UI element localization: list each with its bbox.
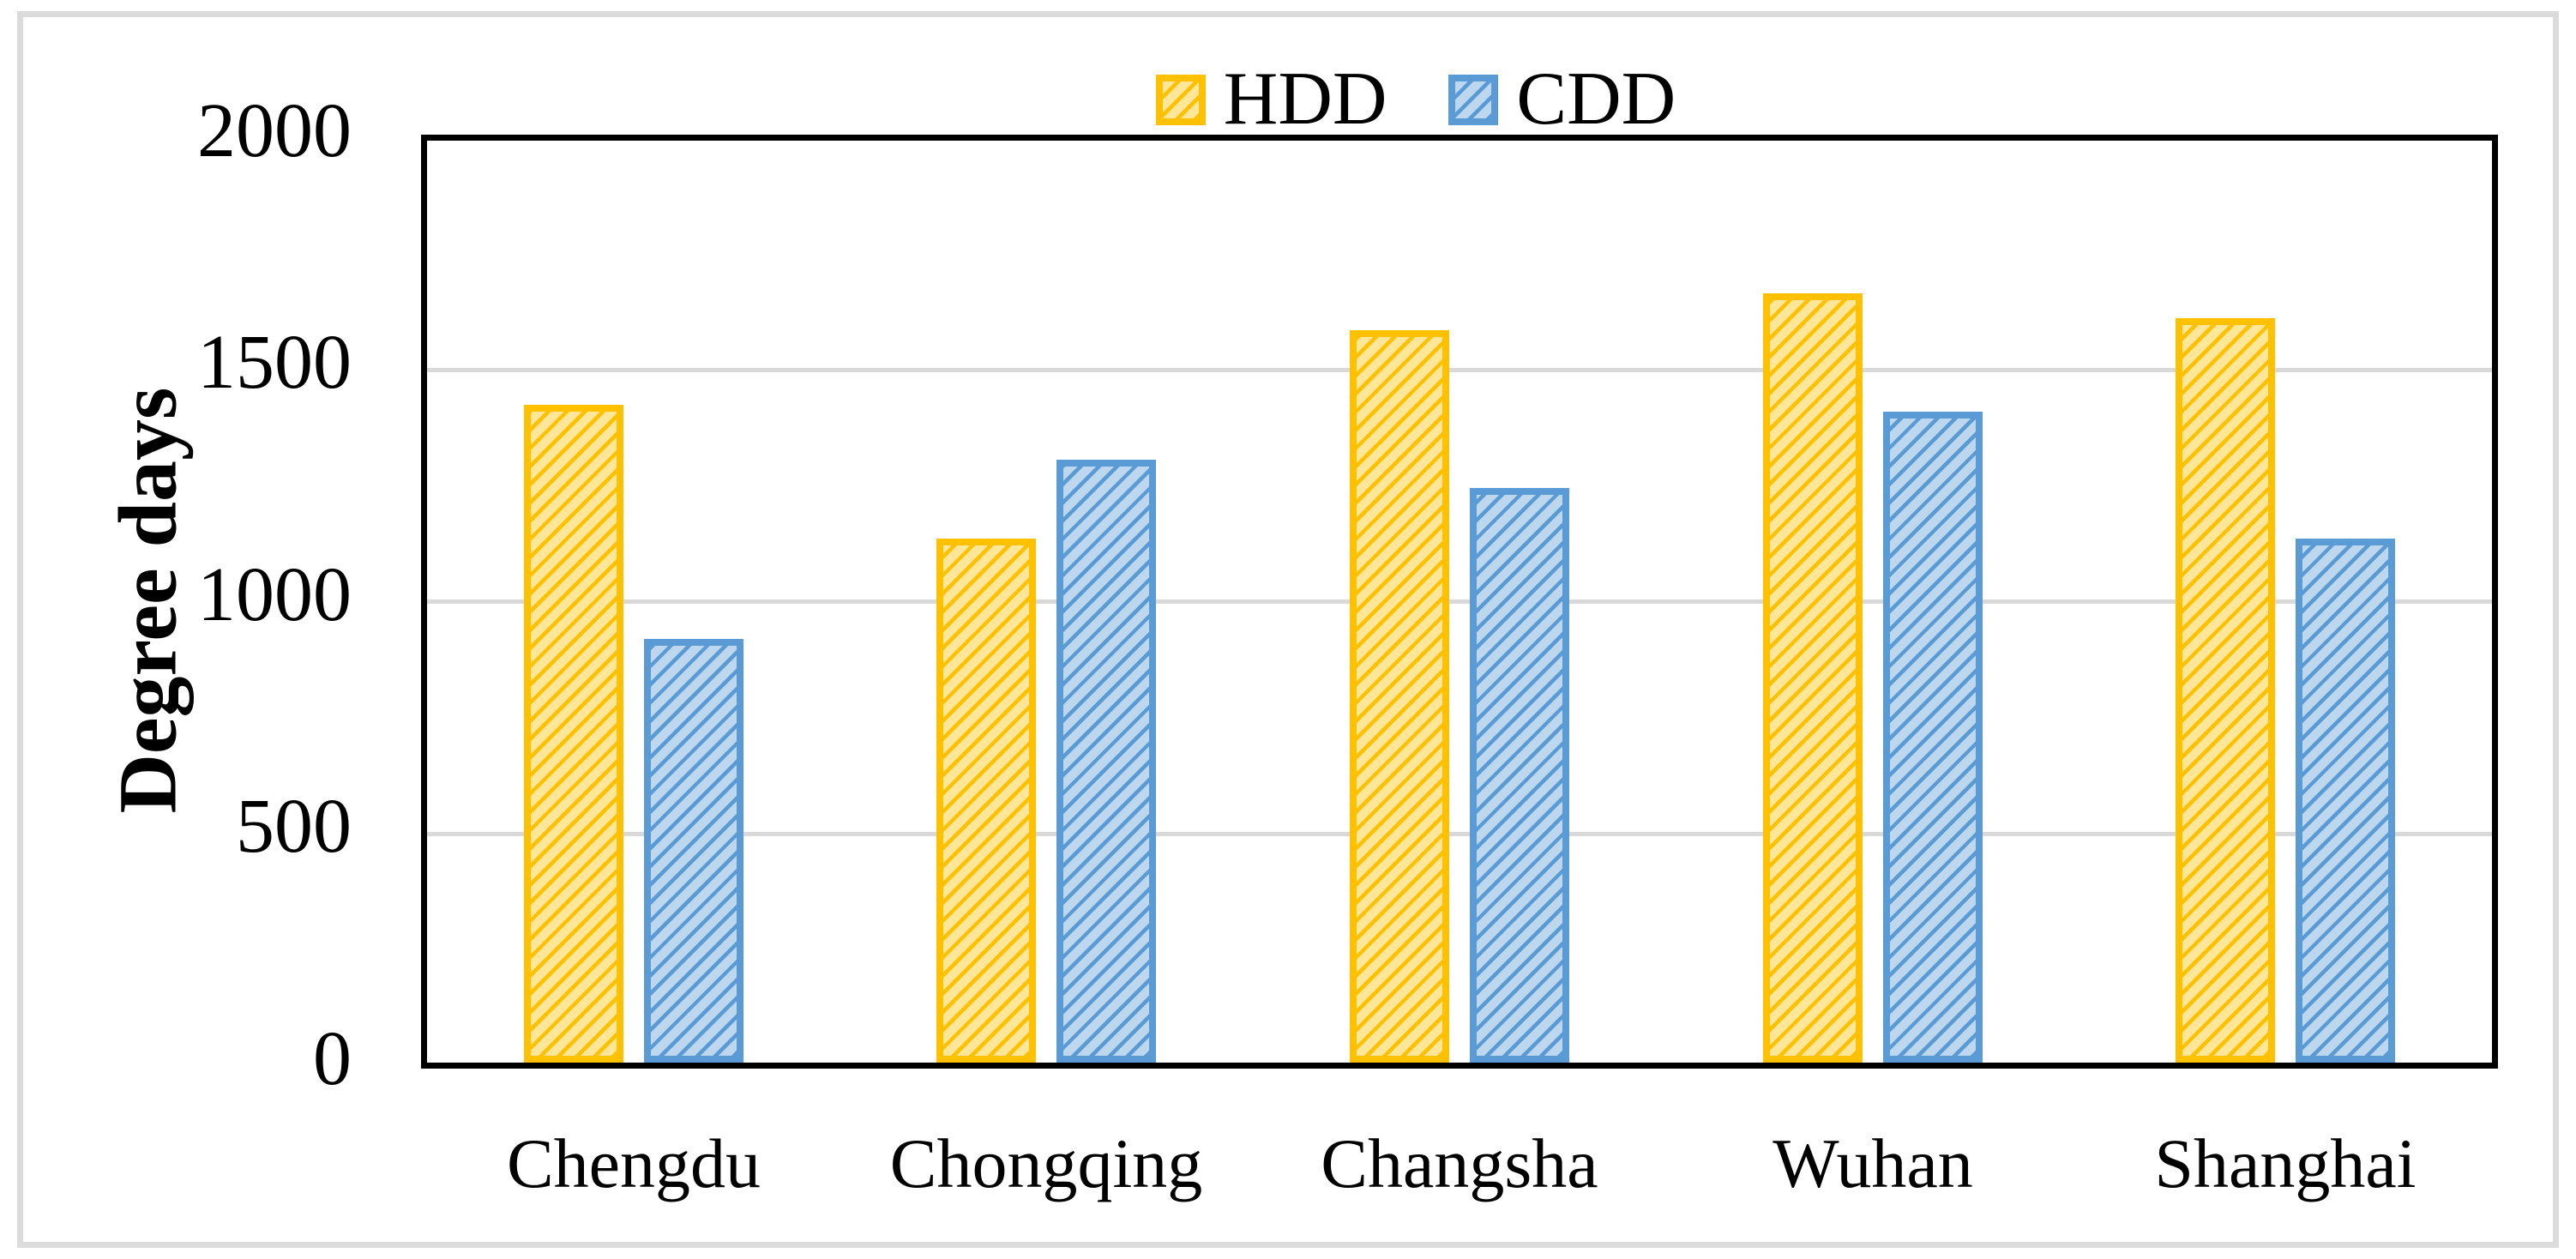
legend-swatch-hdd-icon (1155, 74, 1206, 125)
bar-hdd-chongqing (936, 539, 1036, 1063)
legend-item-cdd: CDD (1448, 62, 1676, 137)
x-tick-changsha: Changsha (1321, 1124, 1598, 1202)
y-tick-2000: 2000 (197, 88, 352, 173)
bar-cdd-chengdu (644, 639, 743, 1063)
x-tick-wuhan: Wuhan (1773, 1124, 1973, 1202)
y-tick-1000: 1000 (197, 552, 352, 637)
legend-item-hdd: HDD (1155, 57, 1387, 141)
y-tick-500: 500 (236, 784, 352, 869)
gridline-500 (427, 831, 2492, 836)
plot-area (421, 135, 2498, 1069)
figure-border (17, 11, 2559, 1248)
bar-hdd-chengdu (524, 405, 623, 1063)
bar-cdd-changsha (1470, 488, 1569, 1063)
bar-hdd-wuhan (1763, 293, 1863, 1063)
y-tick-1500: 1500 (197, 320, 352, 405)
bar-cdd-chongqing (1056, 460, 1156, 1063)
legend-label-hdd: HDD (1223, 57, 1387, 141)
legend-swatch-cdd-icon (1448, 74, 1499, 125)
x-tick-chengdu: Chengdu (506, 1124, 761, 1202)
x-tick-shanghai: Shanghai (2154, 1124, 2417, 1202)
bar-hdd-shanghai (2176, 318, 2275, 1063)
legend: HDD CDD (377, 62, 2454, 137)
x-tick-chongqing: Chongqing (889, 1124, 1203, 1202)
gridline-1500 (427, 367, 2492, 372)
y-tick-0: 0 (313, 1016, 352, 1101)
legend-label-cdd: CDD (1516, 57, 1676, 141)
bar-hdd-changsha (1350, 330, 1449, 1063)
bar-cdd-wuhan (1883, 412, 1983, 1063)
gridline-1000 (427, 599, 2492, 604)
bar-cdd-shanghai (2296, 539, 2395, 1063)
